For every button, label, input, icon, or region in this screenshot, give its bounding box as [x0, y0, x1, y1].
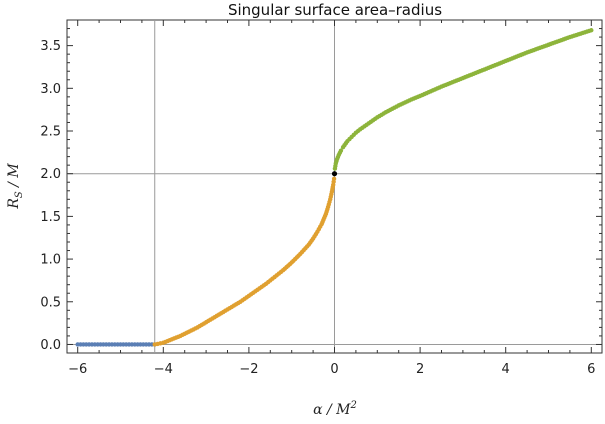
series-0-point — [143, 342, 149, 347]
y-tick-label: 3.0 — [40, 82, 61, 97]
series-1-point — [212, 314, 217, 320]
series-2-point — [336, 152, 341, 158]
axis-ticks — [67, 20, 602, 353]
y-tick-label: 3.5 — [40, 39, 61, 54]
series-0-point — [92, 342, 98, 347]
y-tick-labels: 0.0 0.5 1.0 1.5 2.0 2.5 3.0 3.5 — [40, 39, 61, 353]
x-tick-label: −4 — [154, 362, 173, 377]
series-0-point — [135, 342, 140, 347]
x-axis-label: α / M2 — [313, 400, 357, 418]
series-1-point — [195, 325, 200, 330]
series-0 — [75, 342, 157, 347]
x-tick-label: 2 — [416, 362, 424, 377]
series-2 — [332, 28, 594, 171]
series-1-point — [238, 299, 243, 304]
x-tick-labels: −6 −4 −2 0 2 4 6 — [68, 362, 595, 377]
series-1-point — [315, 229, 320, 234]
series-2-point — [383, 110, 389, 115]
series-2-point — [409, 97, 414, 102]
series-1-point — [203, 320, 209, 325]
series-1-point — [229, 304, 234, 310]
series-1 — [152, 176, 337, 347]
series-1-point — [328, 197, 333, 202]
series-2-point — [357, 127, 363, 132]
series-2-point — [524, 50, 530, 55]
x-axis-label-sup: 2 — [350, 400, 357, 411]
series-1-point — [289, 260, 294, 265]
series-0-point — [109, 342, 115, 347]
series-2-point — [345, 139, 350, 144]
series-1-point — [331, 182, 336, 187]
y-tick-label: 0.0 — [40, 338, 61, 353]
series-layer — [75, 28, 594, 347]
series-0-point — [84, 342, 89, 347]
y-tick-label: 1.5 — [40, 210, 61, 225]
series-1-point — [255, 287, 260, 293]
x-tick-label: 0 — [330, 362, 338, 377]
x-tick-label: −2 — [239, 362, 258, 377]
series-2-point — [349, 134, 354, 140]
series-2-point — [546, 42, 551, 47]
series-1-point — [263, 281, 269, 287]
series-2-point — [396, 103, 401, 108]
series-1-point — [152, 342, 157, 347]
series-2-point — [333, 161, 338, 166]
series-1-point — [325, 204, 331, 210]
series-2-point — [567, 34, 573, 40]
series-2-point — [334, 156, 340, 162]
series-3 — [331, 171, 338, 177]
series-1-point — [246, 293, 252, 298]
y-axis-label: RS / M — [6, 163, 25, 210]
series-2-point — [503, 58, 508, 64]
chart-title: Singular surface area–radius — [228, 1, 442, 19]
series-2-point — [340, 145, 346, 150]
plot-area — [66, 19, 603, 354]
series-1-point — [221, 309, 226, 315]
y-tick-label: 2.0 — [40, 167, 61, 182]
series-1-point — [323, 211, 329, 217]
x-tick-label: 6 — [587, 362, 595, 377]
x-axis-label-main: α / M — [313, 402, 351, 418]
series-1-point — [169, 337, 175, 342]
series-0-point — [126, 342, 132, 347]
y-tick-label: 0.5 — [40, 295, 61, 310]
series-1-point — [331, 176, 337, 182]
y-axis-label-main: R — [6, 198, 22, 210]
series-1-point — [161, 340, 166, 345]
series-2-point — [366, 121, 371, 126]
series-2-point — [417, 93, 423, 99]
series-1-point — [319, 221, 324, 227]
y-tick-label: 1.0 — [40, 253, 61, 268]
series-2-point — [460, 75, 466, 81]
series-1-point — [272, 274, 277, 280]
highlight-point — [331, 171, 338, 177]
series-1-point — [306, 242, 312, 247]
x-tick-label: −6 — [68, 362, 87, 377]
series-1-point — [310, 236, 316, 241]
series-1-point — [178, 333, 183, 339]
series-2-point — [589, 28, 594, 33]
series-1-point — [280, 267, 286, 273]
series-1-point — [298, 251, 303, 257]
series-0-point — [118, 342, 123, 347]
series-2-point — [338, 148, 344, 153]
y-axis-label-sub: S — [14, 191, 25, 198]
series-2-point — [375, 115, 380, 120]
series-1-point — [329, 189, 335, 194]
series-0-point — [101, 342, 106, 347]
series-2-point — [332, 166, 338, 171]
series-2-point — [353, 130, 359, 135]
x-tick-label: 4 — [502, 362, 510, 377]
y-tick-label: 2.5 — [40, 125, 61, 140]
y-axis-label-rest: / M — [6, 163, 22, 192]
series-0-point — [75, 342, 80, 347]
series-2-point — [482, 67, 487, 72]
series-2-point — [439, 84, 444, 89]
series-1-point — [186, 329, 192, 334]
